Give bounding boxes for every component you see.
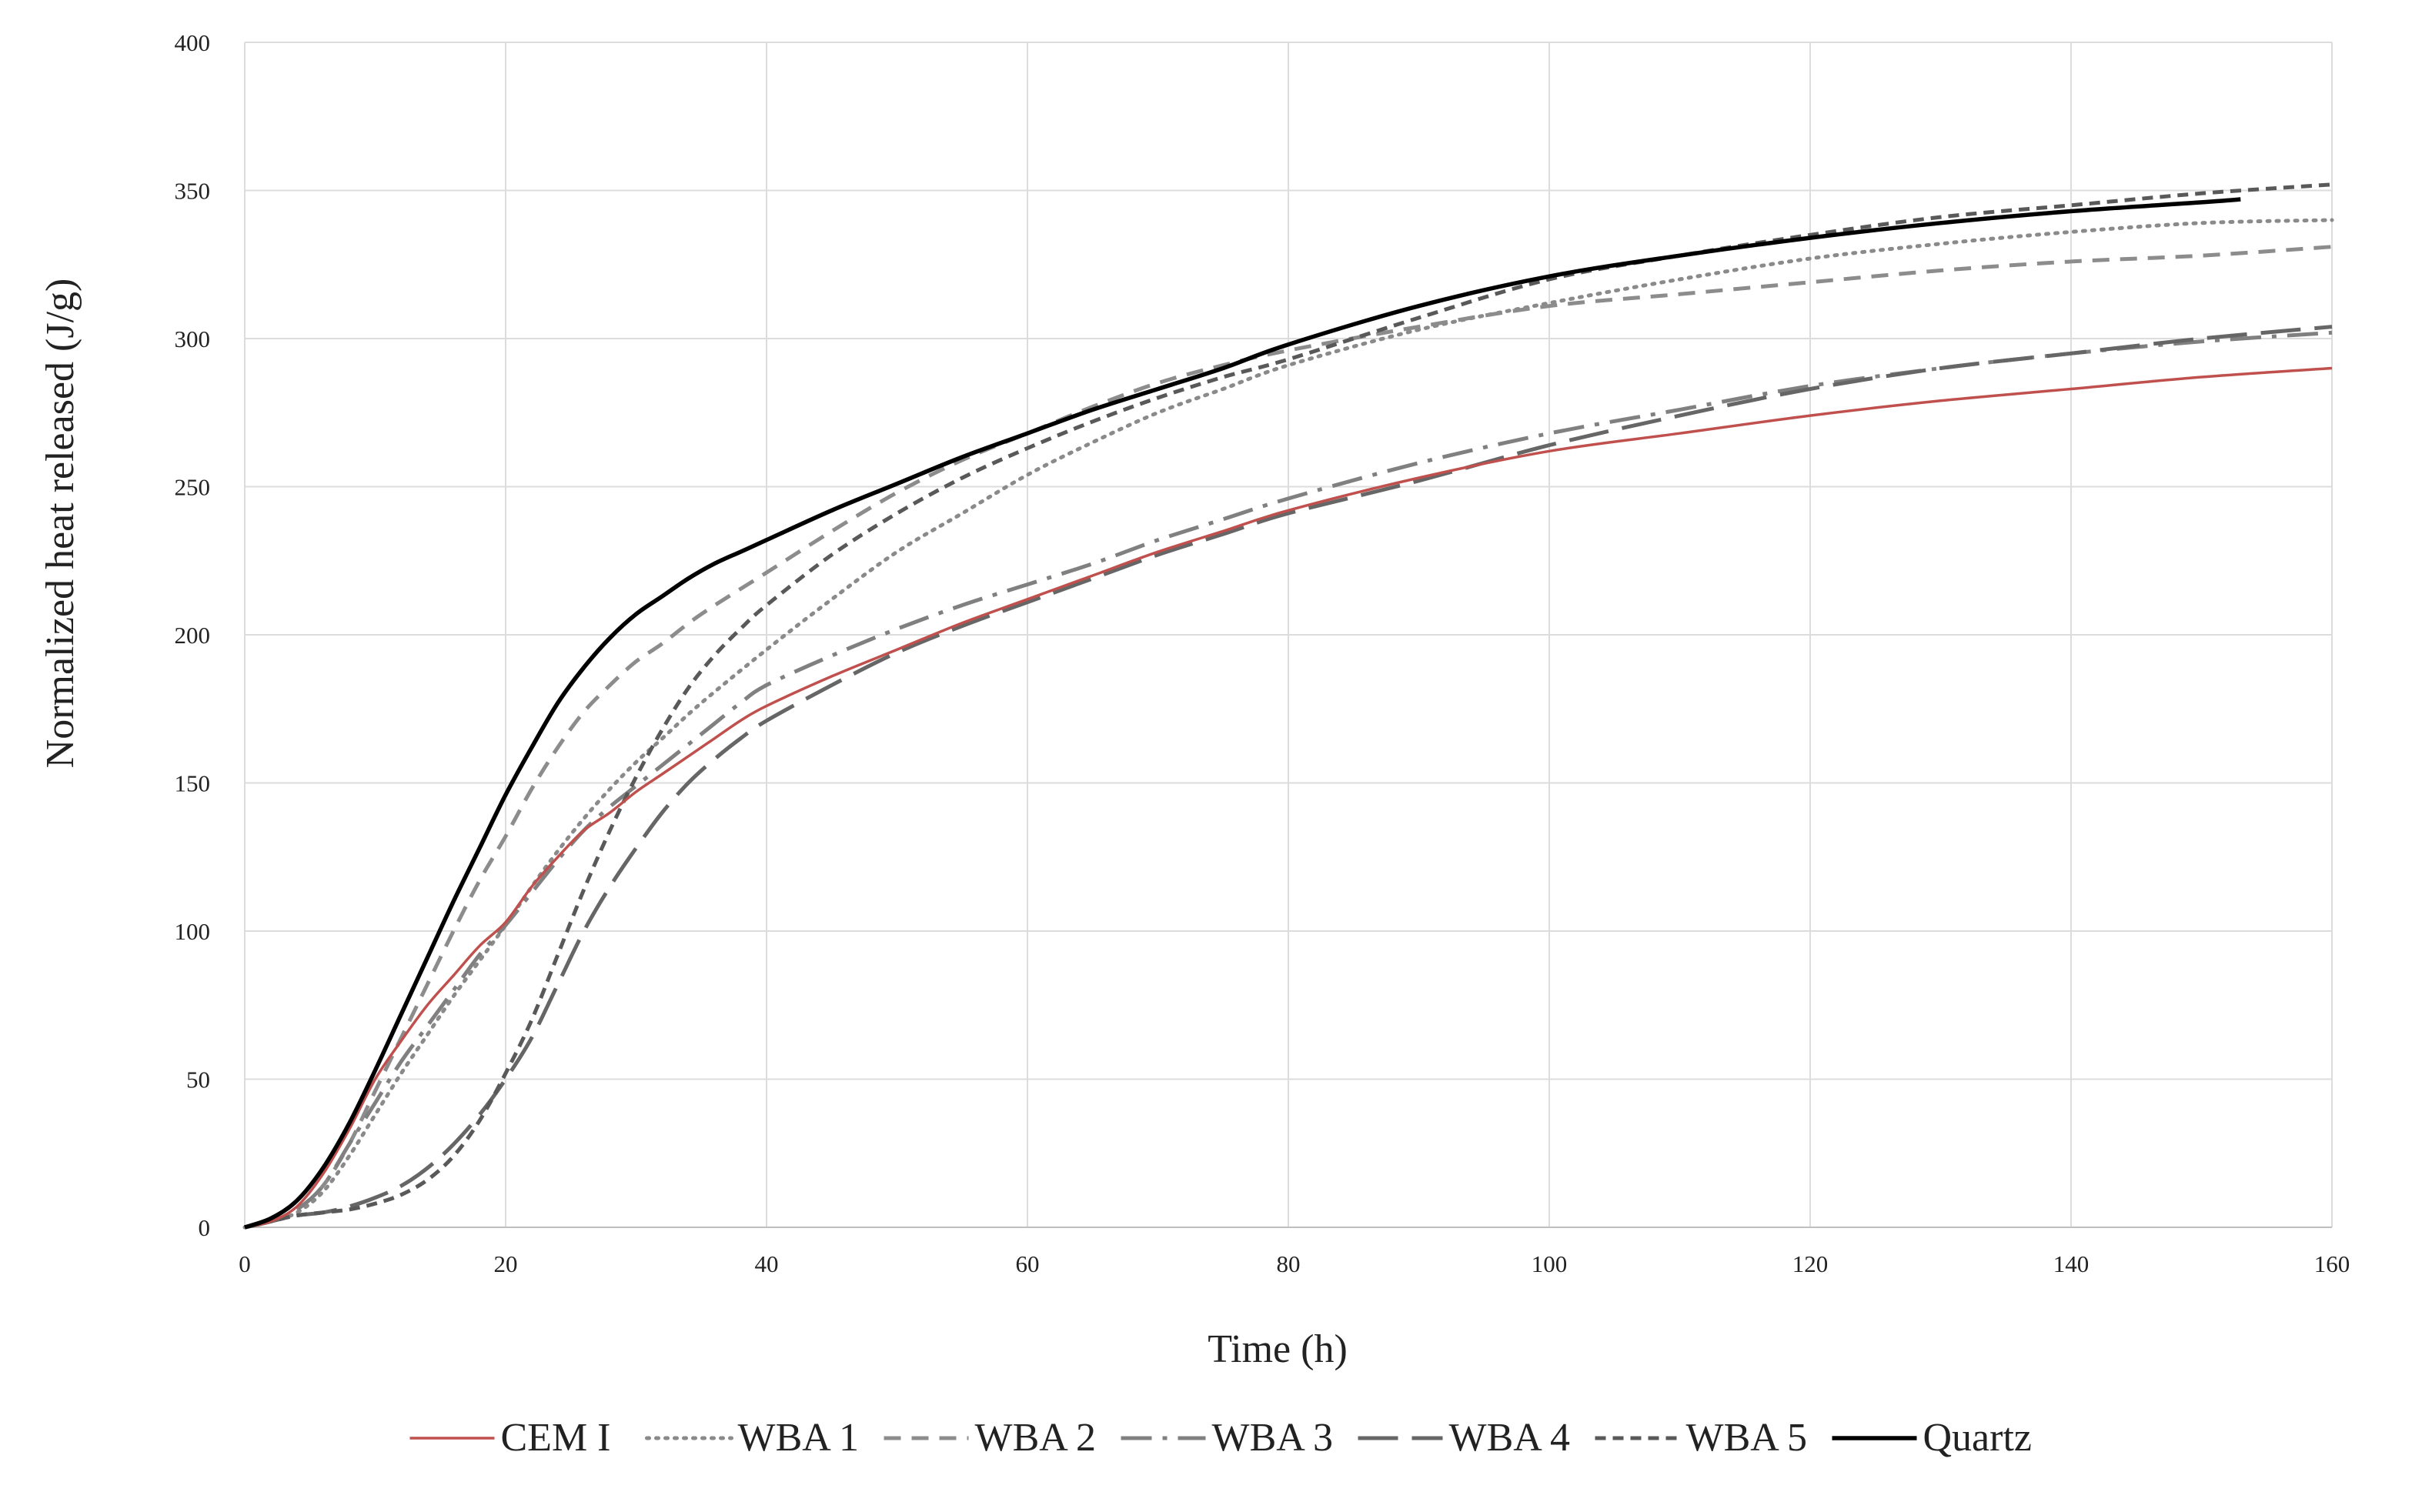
- series-line-wba-1: [242, 218, 2334, 1230]
- legend-item-quartz: Quartz: [1832, 1416, 2032, 1460]
- legend-label: WBA 2: [975, 1416, 1096, 1460]
- x-tick-label: 140: [2053, 1250, 2090, 1277]
- series-line-wba-2: [244, 245, 2333, 1230]
- axis-layer: 0 50 100 150 200 250 300 350 400 0 20 40 60 80 100 120 1…: [175, 29, 2350, 1277]
- y-tick-label: 400: [175, 29, 211, 56]
- series-line-wba-4: [244, 325, 2333, 1230]
- legend-item-cem-i: CEM I: [409, 1416, 611, 1460]
- legend-label: CEM I: [501, 1416, 611, 1460]
- legend-item-wba-4: WBA 4: [1358, 1416, 1570, 1460]
- series-line-cem-i: [244, 366, 2333, 1229]
- legend-item-wba-5: WBA 5: [1595, 1416, 1807, 1460]
- x-tick-label: 0: [239, 1250, 251, 1277]
- y-tick-label: 50: [186, 1066, 210, 1093]
- legend-label: WBA 5: [1686, 1416, 1807, 1460]
- y-tick-label: 350: [175, 178, 211, 205]
- x-tick-label: 80: [1277, 1250, 1301, 1277]
- y-tick-label: 300: [175, 325, 211, 352]
- y-tick-label: 0: [199, 1214, 211, 1241]
- legend-item-wba-1: WBA 1: [645, 1416, 859, 1460]
- x-tick-label: 120: [1792, 1250, 1829, 1277]
- x-tick-label: 20: [494, 1250, 518, 1277]
- legend-label: WBA 3: [1212, 1416, 1333, 1460]
- series-layer: [242, 182, 2334, 1230]
- x-axis-title: Time (h): [1208, 1327, 1348, 1371]
- legend-label: WBA 1: [738, 1416, 859, 1460]
- y-tick-label: 150: [175, 770, 211, 797]
- x-tick-label: 160: [2314, 1250, 2350, 1277]
- legend: CEM I WBA 1 WBA 2 WBA 3 WBA 4 WBA 5 Quartz: [409, 1416, 2032, 1460]
- legend-item-wba-2: WBA 2: [884, 1416, 1096, 1460]
- grid-layer: [244, 42, 2333, 1228]
- y-tick-label: 200: [175, 622, 211, 649]
- series-line-quartz: [244, 197, 2241, 1230]
- x-tick-label: 60: [1016, 1250, 1040, 1277]
- legend-label: WBA 4: [1449, 1416, 1570, 1460]
- legend-item-wba-3: WBA 3: [1121, 1416, 1333, 1460]
- x-tick-label: 40: [755, 1250, 779, 1277]
- x-tick-label: 100: [1532, 1250, 1568, 1277]
- y-tick-label: 250: [175, 474, 211, 501]
- y-tick-label: 100: [175, 918, 211, 945]
- legend-label: Quartz: [1923, 1416, 2032, 1460]
- y-axis-title: Normalized heat released (J/g): [38, 279, 82, 769]
